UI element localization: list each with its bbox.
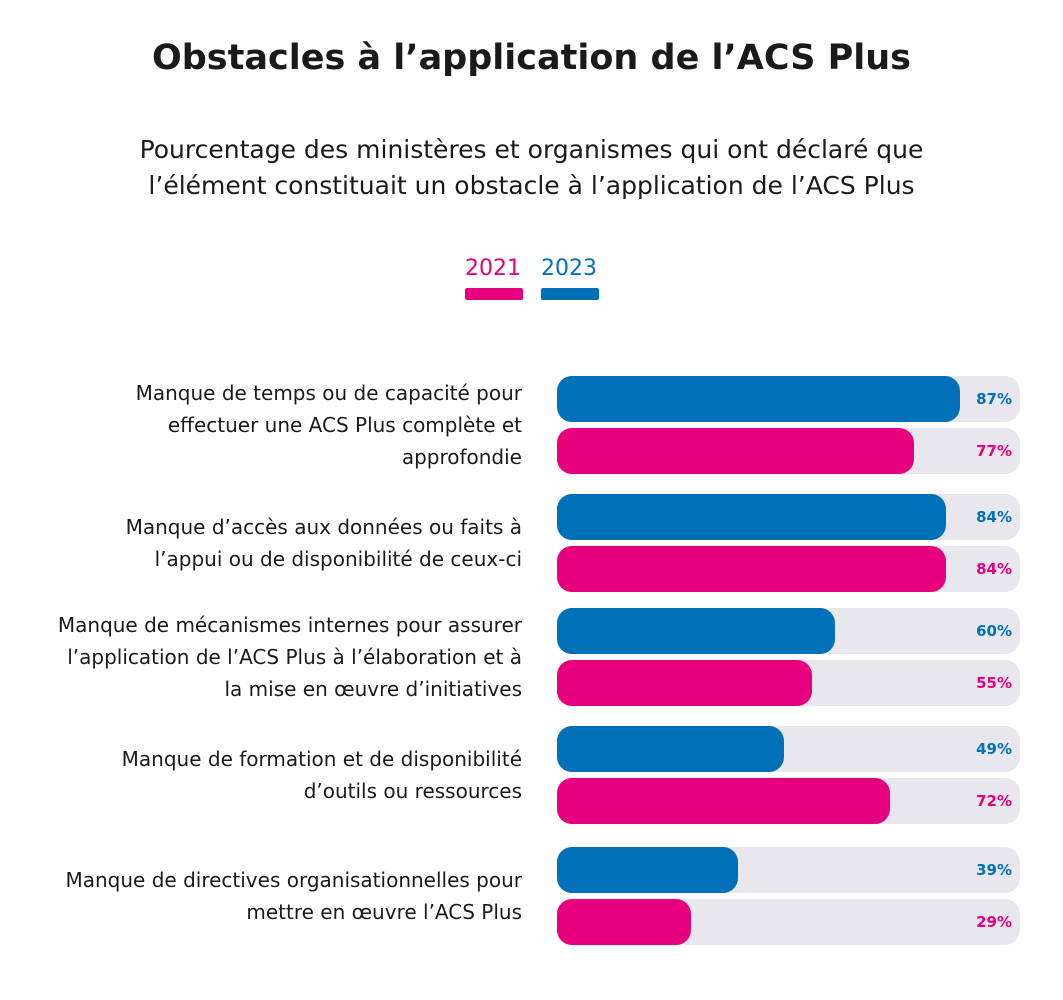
category-label: Manque de formation et de disponibilité … xyxy=(121,747,522,803)
category-label: Manque de directives organisationnelles … xyxy=(65,868,522,924)
bar xyxy=(557,660,812,706)
chart-subtitle: Pourcentage des ministères et organismes… xyxy=(139,135,924,200)
bar xyxy=(557,546,946,592)
category-label: Manque d’accès aux données ou faits à l’… xyxy=(125,515,522,571)
value-label: 29% xyxy=(976,913,1012,931)
value-label: 60% xyxy=(976,622,1012,640)
legend-label: 2023 xyxy=(541,256,597,281)
bar xyxy=(557,608,835,654)
value-label: 84% xyxy=(976,560,1012,578)
bar xyxy=(557,726,784,772)
bar xyxy=(557,428,914,474)
bar xyxy=(557,376,960,422)
value-label: 84% xyxy=(976,508,1012,526)
legend-swatch xyxy=(541,288,599,300)
chart-title: Obstacles à l’application de l’ACS Plus xyxy=(151,38,912,78)
bar xyxy=(557,778,891,824)
legend-swatch xyxy=(465,288,523,300)
bar xyxy=(557,899,692,945)
value-label: 49% xyxy=(976,740,1012,758)
category-label: Manque de temps ou de capacité pour effe… xyxy=(135,381,522,469)
value-label: 77% xyxy=(976,442,1012,460)
bar xyxy=(557,847,738,893)
bar xyxy=(557,494,946,540)
category-label: Manque de mécanismes internes pour assur… xyxy=(57,613,522,701)
value-label: 72% xyxy=(976,792,1012,810)
value-label: 87% xyxy=(976,390,1012,408)
value-label: 39% xyxy=(976,861,1012,879)
legend-label: 2021 xyxy=(465,256,521,281)
value-label: 55% xyxy=(976,674,1012,692)
